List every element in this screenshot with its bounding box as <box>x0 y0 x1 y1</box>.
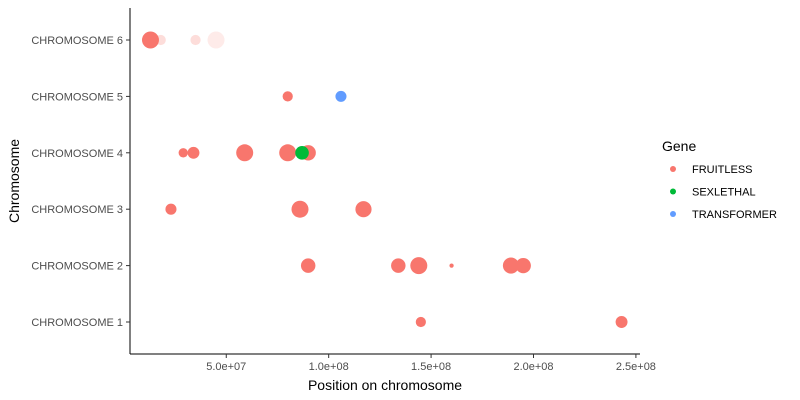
x-tick-label: 1.0e+08 <box>309 361 349 373</box>
legend-label: SEXLETHAL <box>692 187 756 199</box>
x-tick-label: 5.0e+07 <box>206 361 246 373</box>
legend-label: TRANSFORMER <box>692 209 777 221</box>
x-axis-title: Position on chromosome <box>308 377 462 393</box>
data-point-fruitless <box>391 258 406 273</box>
data-point-fruitless <box>279 144 297 162</box>
legend-label: FRUITLESS <box>692 164 753 176</box>
data-point-fruitless <box>155 34 166 46</box>
y-tick-label: CHROMOSOME 3 <box>31 204 123 216</box>
data-point-transformer <box>335 90 347 102</box>
data-point-fruitless <box>190 34 201 46</box>
data-point-fruitless <box>141 31 159 49</box>
data-point-fruitless <box>300 258 316 273</box>
x-tick-label: 2.5e+08 <box>616 361 656 373</box>
legend-key-fruitless <box>670 166 676 172</box>
y-tick-label: CHROMOSOME 4 <box>31 148 123 160</box>
legend-key-transformer <box>670 211 676 217</box>
points-layer <box>141 31 628 328</box>
y-tick-label: CHROMOSOME 2 <box>31 261 123 273</box>
y-tick-label: CHROMOSOME 1 <box>31 317 123 329</box>
data-point-fruitless <box>502 257 520 274</box>
legend-title: Gene <box>662 138 696 154</box>
data-point-fruitless <box>415 316 426 328</box>
data-point-fruitless <box>207 31 225 49</box>
data-point-fruitless <box>291 200 309 218</box>
y-axis-title: Chromosome <box>6 139 22 223</box>
y-axis: CHROMOSOME 1 CHROMOSOME 2 CHROMOSOME 3 CHRO… <box>31 35 130 329</box>
legend-key-sexlethal <box>670 188 676 195</box>
data-point-fruitless <box>282 91 293 102</box>
x-tick-label: 2.0e+08 <box>513 361 553 373</box>
data-point-fruitless <box>410 257 428 275</box>
data-point-fruitless <box>178 148 188 158</box>
x-tick-label: 1.5e+08 <box>411 361 451 373</box>
y-tick-label: CHROMOSOME 6 <box>31 35 123 47</box>
y-tick-label: CHROMOSOME 5 <box>31 91 123 103</box>
data-point-fruitless <box>449 263 454 268</box>
data-point-fruitless <box>236 144 254 162</box>
data-point-sexlethal <box>295 146 309 160</box>
data-point-fruitless <box>615 316 628 328</box>
data-point-fruitless <box>165 203 177 215</box>
x-axis: 5.0e+07 1.0e+08 1.5e+08 2.0e+08 2.5e+08 <box>206 354 656 373</box>
data-point-fruitless <box>187 146 200 159</box>
data-point-fruitless <box>515 257 531 274</box>
legend: Gene FRUITLESS SEXLETHAL TRANSFORMER <box>662 138 777 221</box>
data-point-fruitless <box>355 201 372 218</box>
